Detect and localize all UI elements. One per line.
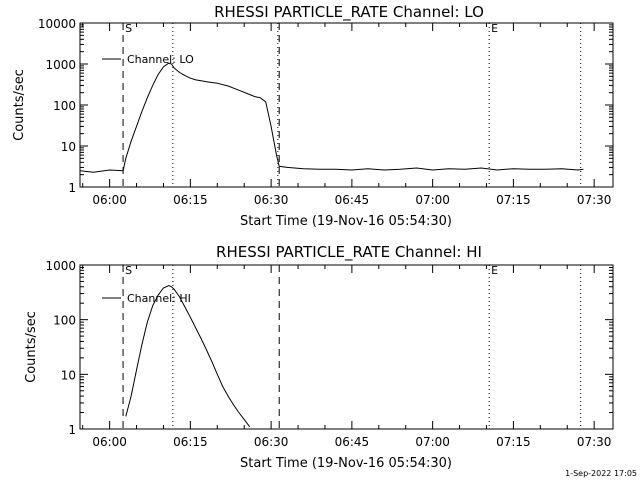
x-tick-label: 07:30 [577, 193, 612, 207]
panel-lo-series-line [79, 62, 584, 173]
y-tick-label: 10000 [38, 17, 76, 31]
y-tick-label: 100 [53, 314, 76, 328]
x-tick-label: 06:15 [173, 193, 208, 207]
x-tick-label: 07:15 [496, 193, 531, 207]
panel-lo-xlabel: Start Time (19-Nov-16 05:54:30) [240, 214, 452, 229]
panel-lo-y-ticks: 1 10 100 1000 10000 [38, 17, 613, 195]
x-tick-label: 07:30 [577, 435, 612, 449]
panel-hi-ylabel: Counts/sec [24, 311, 39, 383]
y-tick-label: 1 [68, 181, 76, 195]
panel-lo-frame [79, 22, 614, 188]
y-tick-label: 10 [61, 140, 76, 154]
marker-label: S [125, 22, 132, 35]
y-tick-label: 100 [53, 99, 76, 113]
panel-hi-xlabel: Start Time (19-Nov-16 05:54:30) [240, 456, 452, 471]
panel-hi-legend-label: Channel: HI [127, 292, 191, 305]
date-stamp: 1-Sep-2022 17:05 [565, 469, 637, 478]
x-tick-label: 06:00 [92, 193, 127, 207]
x-tick-label: 06:45 [335, 193, 370, 207]
x-tick-label: 06:30 [254, 435, 289, 449]
marker-label: E [491, 22, 498, 35]
x-tick-label: 07:00 [415, 435, 450, 449]
x-tick-label: 06:15 [173, 435, 208, 449]
panel-hi-series-line [125, 285, 251, 427]
panel-lo-legend-label: Channel: LO [127, 53, 194, 66]
marker-label: S [125, 264, 132, 277]
panel-hi: RHESSI PARTICLE_RATE Channel: HI Counts/… [24, 243, 614, 471]
panel-lo: RHESSI PARTICLE_RATE Channel: LO Counts/… [12, 3, 614, 229]
x-tick-label: 07:15 [496, 435, 531, 449]
y-tick-label: 1000 [45, 58, 76, 72]
x-tick-label: 06:00 [92, 435, 127, 449]
panel-lo-ylabel: Counts/sec [12, 69, 27, 141]
panel-hi-frame [79, 264, 614, 430]
x-tick-label: 06:30 [254, 193, 289, 207]
panel-hi-title: RHESSI PARTICLE_RATE Channel: HI [216, 243, 482, 262]
panel-hi-x-ticks: 06:00 06:15 06:30 06:45 07:00 07:15 07:30 [82, 265, 612, 449]
marker-label: E [491, 264, 498, 277]
y-tick-label: 1000 [45, 259, 76, 273]
x-tick-label: 07:00 [415, 193, 450, 207]
panel-lo-title: RHESSI PARTICLE_RATE Channel: LO [214, 3, 484, 22]
y-tick-label: 1 [68, 423, 76, 437]
x-tick-label: 06:45 [335, 435, 370, 449]
y-tick-label: 10 [61, 368, 76, 382]
panel-lo-x-ticks: 06:00 06:15 06:30 06:45 07:00 07:15 07:30 [82, 23, 612, 207]
panel-hi-y-ticks: 1 10 100 1000 [45, 259, 613, 437]
